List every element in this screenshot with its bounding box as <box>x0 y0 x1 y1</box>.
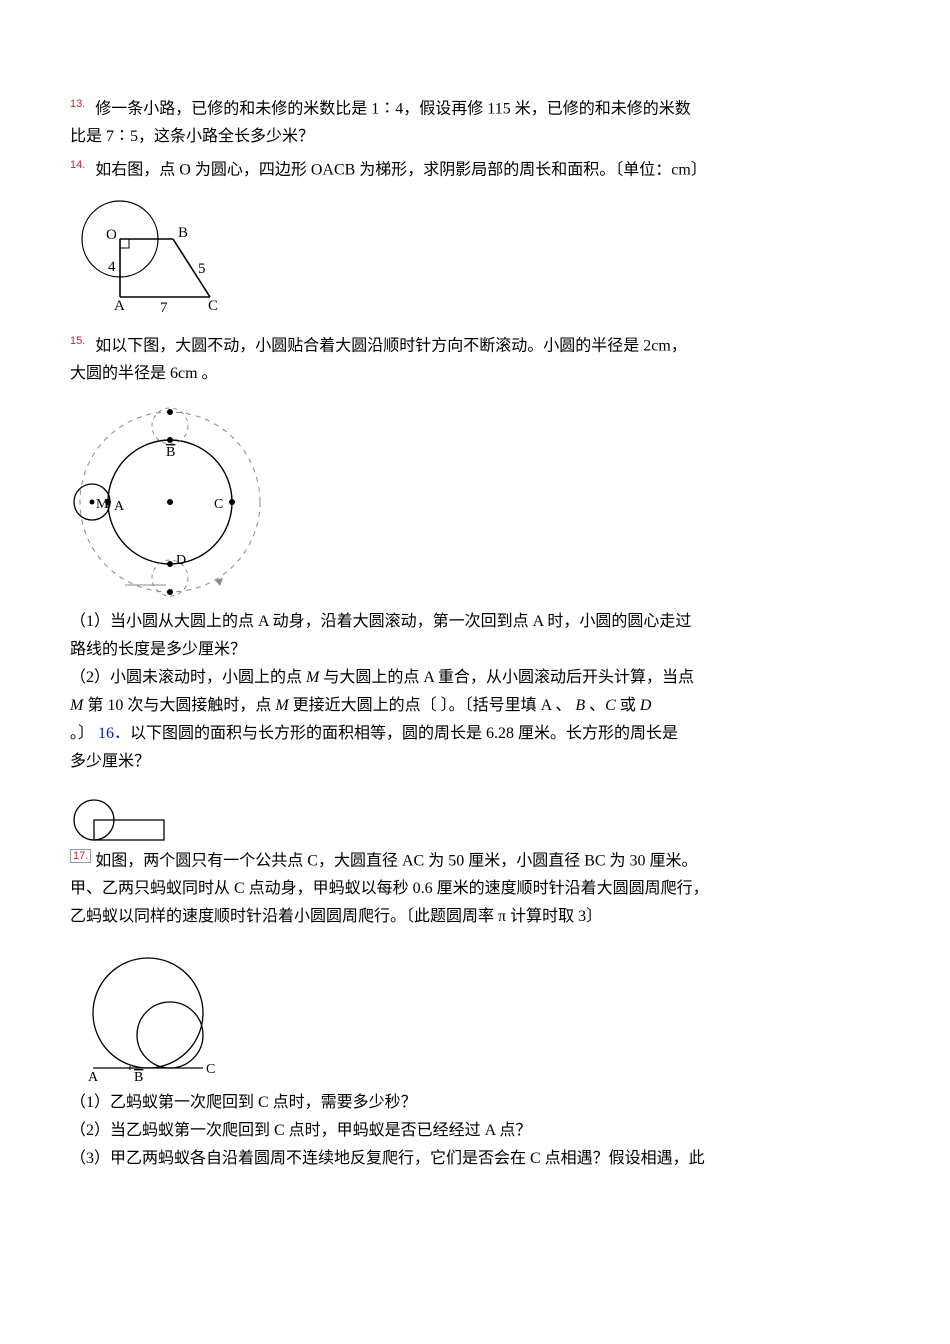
q14-right-angle <box>120 239 129 248</box>
q15-dot-C <box>229 499 235 505</box>
q15-M3: M <box>275 697 288 714</box>
q15-p2a: （2）小圆未滚动时，小圆上的点 <box>70 669 306 686</box>
q15-p2f: 。〕 <box>70 725 98 742</box>
q16-number: 16． <box>98 725 130 742</box>
q13-text-a: 修一条小路，已修的和未修的米数比是 1∶4，假设再修 115 米，已修的和未修的… <box>95 100 690 117</box>
q15-line2: 大圆的半径是 6cm 。 <box>70 360 880 388</box>
q14-label-4: 4 <box>108 259 116 275</box>
q15-label-M: M <box>96 497 109 512</box>
q15-p1a-text: （1）当小圆从大圆上的点 A 动身，沿着大圆滚动，第一次回到点 A 时，小圆的圆… <box>70 613 691 630</box>
q15-text-a: 如以下图，大圆不动，小圆贴合着大圆沿顺时针方向不断滚动。小圆的半径是 2cm， <box>95 337 687 354</box>
q17-svg: A B C <box>70 953 270 1083</box>
q17-p1: （1）乙蚂蚁第一次爬回到 C 点时，需要多少秒？ <box>70 1089 880 1117</box>
q16-text-b: 多少厘米？ <box>70 748 880 776</box>
q13-line1: 13. 修一条小路，已修的和未修的米数比是 1∶4，假设再修 115 米，已修的… <box>70 90 880 123</box>
q15-dot-orbit-bottom <box>167 589 173 595</box>
q15-p2b: 与大圆上的点 A 重合，从小圆滚动后开头计算，当点 <box>319 669 694 686</box>
q15-p2-line2: M 第 10 次与大圆接触时，点 M 更接近大圆上的点〔 〕。〔括号里填 A 、… <box>70 692 880 720</box>
q15-M2: M <box>70 697 83 714</box>
q16-text-a: 以下图圆的面积与长方形的面积相等，圆的周长是 6.28 厘米。长方形的周长是 <box>130 725 678 742</box>
q15-dot-D <box>167 561 173 567</box>
q15-svg: M A B C D <box>70 402 300 602</box>
q17-small-circle <box>137 1002 203 1068</box>
q14-figure: O B A C 4 5 7 <box>70 191 880 321</box>
q15-number: 15. <box>70 335 85 347</box>
q15-p2e: 或 <box>616 697 640 714</box>
q15-p2-line1: （2）小圆未滚动时，小圆上的点 M 与大圆上的点 A 重合，从小圆滚动后开头计算… <box>70 664 880 692</box>
q17-line2: 甲、乙两只蚂蚁同时从 C 点动身，甲蚂蚁以每秒 0.6 厘米的速度顺时针沿着大圆… <box>70 875 880 903</box>
q14-label-O: O <box>106 227 117 243</box>
q14-label-A: A <box>114 298 125 314</box>
q17-figure: A B C <box>70 953 880 1083</box>
q14-label-B: B <box>178 225 188 241</box>
q13-number: 13. <box>70 98 85 110</box>
q17-label-A: A <box>88 1070 99 1083</box>
q15-p2-line3: 。〕 16．以下图圆的面积与长方形的面积相等，圆的周长是 6.28 厘米。长方形… <box>70 720 880 748</box>
q15-label-A: A <box>114 499 125 514</box>
q15-M1: M <box>306 669 319 686</box>
q14-label-C: C <box>208 298 218 314</box>
q15-C: C <box>605 697 616 714</box>
q15-label-C: C <box>214 497 223 512</box>
q17-label-C: C <box>206 1062 215 1077</box>
q15-figure: M A B C D <box>70 402 880 602</box>
q17-line1: 17. 如图，两个圆只有一个公共点 C，大圆直径 AC 为 50 厘米，小圆直径… <box>70 842 880 875</box>
q15-p1a: （1）当小圆从大圆上的点 A 动身，沿着大圆滚动，第一次回到点 A 时，小圆的圆… <box>70 608 880 636</box>
q15-dot-center <box>167 499 173 505</box>
q17-text-a: 如图，两个圆只有一个公共点 C，大圆直径 AC 为 50 厘米，小圆直径 BC … <box>95 852 697 869</box>
q15-D: D <box>640 697 652 714</box>
q15-dot-M <box>90 499 95 504</box>
q15-dot-B <box>167 437 173 443</box>
q17-big-circle <box>93 958 203 1068</box>
q17-p2: （2）当乙蚂蚁第一次爬回到 C 点时，甲蚂蚁是否已经经过 A 点？ <box>70 1117 880 1145</box>
q15-p2c: 第 10 次与大圆接触时，点 <box>83 697 275 714</box>
q14-svg: O B A C 4 5 7 <box>70 191 240 321</box>
q15-dot-orbit-top <box>167 409 173 415</box>
q14-number: 14. <box>70 159 85 171</box>
q17-line3: 乙蚂蚁以同样的速度顺时针沿着小圆圆周爬行。〔此题圆周率 π 计算时取 3〕 <box>70 903 880 931</box>
q14-line1: 14. 如右图，点 O 为圆心，四边形 OACB 为梯形，求阴影局部的周长和面积… <box>70 151 880 184</box>
q14-text: 如右图，点 O 为圆心，四边形 OACB 为梯形，求阴影局部的周长和面积。〔单位… <box>95 162 707 179</box>
q15-p2d: 更接近大圆上的点〔 〕。〔括号里填 A 、 <box>289 697 572 714</box>
q15-p1b: 路线的长度是多少厘米？ <box>70 636 880 664</box>
q15-line1: 15. 如以下图，大圆不动，小圆贴合着大圆沿顺时针方向不断滚动。小圆的半径是 2… <box>70 327 880 360</box>
q17-p3: （3）甲乙两蚂蚁各自沿着圆周不连续地反复爬行，它们是否会在 C 点相遇？假设相遇… <box>70 1145 880 1173</box>
q14-label-5: 5 <box>198 261 206 277</box>
q17-number: 17. <box>70 849 91 863</box>
q14-label-7: 7 <box>160 300 168 316</box>
q17-label-B: B <box>134 1070 143 1083</box>
q15-label-B: B <box>166 445 175 460</box>
page: 13. 修一条小路，已修的和未修的米数比是 1∶4，假设再修 115 米，已修的… <box>0 0 950 1344</box>
q15-B: B <box>575 697 585 714</box>
q15-label-D: D <box>176 553 186 568</box>
q13-line2: 比是 7∶5，这条小路全长多少米？ <box>70 123 880 151</box>
